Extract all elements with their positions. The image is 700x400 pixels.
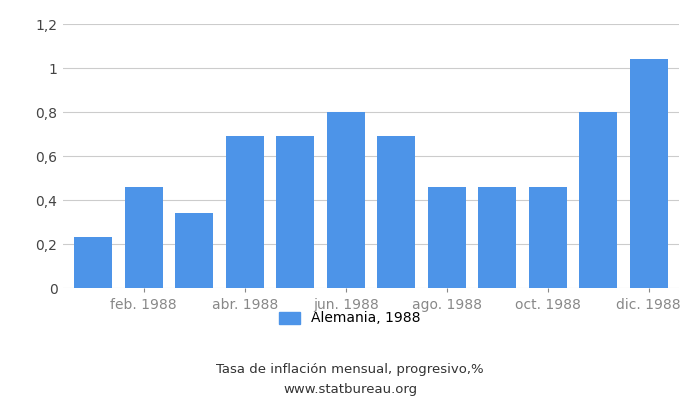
Bar <box>226 136 264 288</box>
Bar <box>125 187 162 288</box>
Bar <box>175 213 214 288</box>
Bar <box>377 136 415 288</box>
Bar <box>428 187 466 288</box>
Bar <box>276 136 314 288</box>
Bar <box>74 237 112 288</box>
Bar <box>630 59 668 288</box>
Bar <box>580 112 617 288</box>
Bar <box>528 187 567 288</box>
Text: www.statbureau.org: www.statbureau.org <box>283 384 417 396</box>
Bar <box>478 187 516 288</box>
Text: Tasa de inflación mensual, progresivo,%: Tasa de inflación mensual, progresivo,% <box>216 364 484 376</box>
Bar <box>327 112 365 288</box>
Legend: Alemania, 1988: Alemania, 1988 <box>274 306 426 331</box>
